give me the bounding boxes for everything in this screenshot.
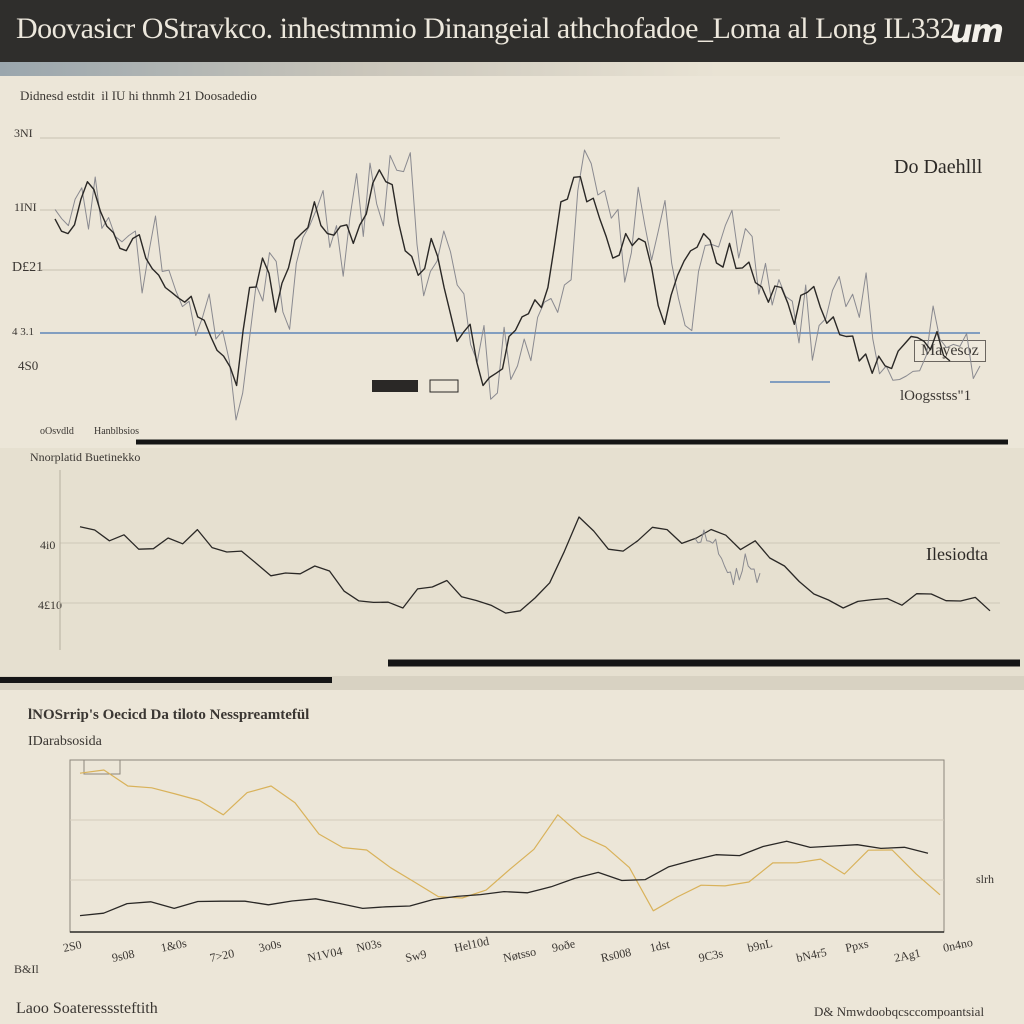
brand-logo: um — [949, 12, 1004, 50]
legend-box — [83, 759, 121, 775]
gold-series — [79, 769, 941, 912]
x-tick-label: 3o0s — [257, 936, 282, 954]
x-tick-label: Nøtsso — [502, 944, 538, 965]
legend-label: Do Daehlll — [894, 156, 983, 178]
x-tick-label: 0n4no — [942, 935, 974, 955]
dark-series — [79, 840, 929, 917]
series-marker-outline — [429, 379, 459, 393]
x-tick-label: 9s08 — [111, 947, 136, 965]
x-tick-label: bN4r5 — [795, 945, 828, 965]
header-bar: Doovasicr OStravkco. inhestmmio Dinangei… — [0, 0, 1024, 62]
x-tick-label: N1V04 — [306, 944, 343, 965]
x-tick-label: N03s — [355, 936, 383, 955]
panel3-subtitle: IDarabsosida — [28, 734, 102, 749]
page-title: Doovasicr OStravkco. inhestmmio Dinangei… — [16, 12, 955, 45]
x-tick-label: Ppxs — [844, 936, 870, 955]
panel2-tick-label: 4£10 — [38, 598, 62, 612]
right-note: lOogsstss"1 — [900, 388, 972, 404]
panel1-tick-label: 1INI — [14, 200, 37, 214]
panel3-y-label: B&Il — [14, 962, 39, 976]
x-tick-label: 2S0 — [62, 937, 83, 955]
x-tick-label: 9oðe — [551, 936, 577, 955]
x-tick-label: 2Ag1 — [893, 946, 922, 965]
x-tick-label: 7>20 — [208, 946, 235, 965]
x-tick-label: Hel10d — [453, 934, 490, 955]
panel2-subtitle: Nnorplatid Buetinekko — [30, 450, 141, 464]
panel1-tick-label: 3NI — [14, 126, 33, 140]
panel3-right-label: slrh — [976, 872, 994, 886]
volume-series — [54, 149, 981, 421]
x-tick-label: Sw9 — [404, 947, 428, 965]
panel2-noise — [694, 529, 761, 586]
plot-frame — [69, 759, 945, 933]
x-tick-label: 1&0s — [160, 936, 189, 955]
panel3-title: lNOSrrip's Oecicd Da tiloto Nesspreamtef… — [28, 707, 310, 723]
x-tick-label: Rs008 — [600, 945, 633, 965]
x-tick-label: b9nL — [746, 936, 774, 955]
header-shadow — [0, 62, 1024, 76]
chart-panel-3 — [0, 690, 1024, 1024]
x-tick-label: 9C3s — [697, 946, 724, 965]
panel1-tick-label: 4S0 — [18, 358, 39, 373]
panel1-tick-label: 4 3.1 — [12, 326, 34, 338]
panel2-tick-label: 4i0 — [40, 538, 56, 552]
panel1-subtitle: Didnesd estdit il IU hi thnmh 21 Doosade… — [20, 88, 257, 103]
panel2-series — [79, 516, 991, 614]
x-tick-label: 1dst — [648, 937, 671, 955]
price-series — [54, 169, 951, 387]
chart-panel-2 — [0, 448, 1024, 676]
series-marker — [372, 380, 418, 392]
bottom-note-b: Hanblbsios — [94, 426, 139, 437]
footer-right: D& Nmwdoobqcsccompoantsial — [814, 1004, 985, 1019]
panel2-right-label: Ilesiodta — [926, 544, 988, 564]
panel1-tick-label: D£21 — [12, 260, 44, 275]
bottom-note-a: oOsvdld — [40, 426, 74, 437]
footer-left: Laoo Soateresssteftith — [16, 1000, 158, 1017]
